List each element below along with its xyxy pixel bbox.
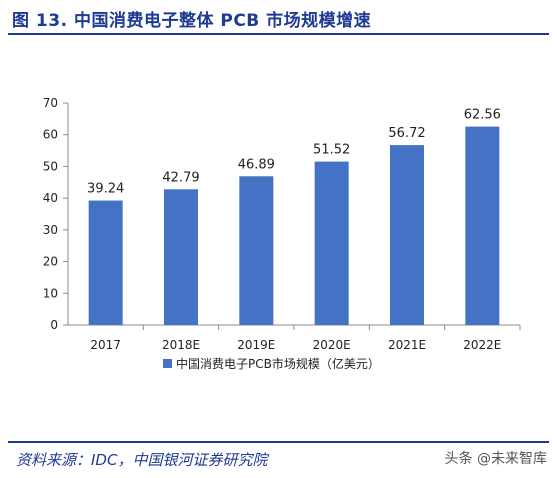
footer-rule — [8, 441, 549, 443]
data-label: 42.79 — [162, 170, 199, 185]
data-label: 62.56 — [464, 108, 501, 123]
bar-chart: 0 10 20 30 40 50 60 70 39.24 2017 42.79 2018E 46.89 2… — [43, 96, 521, 371]
y-tick-label: 10 — [43, 286, 58, 300]
data-label: 46.89 — [238, 157, 275, 172]
y-tick-label: 30 — [43, 223, 58, 237]
bar-2022E — [465, 126, 500, 325]
x-tick-label: 2018E — [162, 338, 200, 352]
bar-2017 — [88, 200, 123, 325]
watermark: 头条 @未来智库 — [444, 451, 547, 467]
bar-2018E — [164, 189, 198, 325]
data-label: 51.52 — [313, 143, 350, 158]
x-tick-label: 2017 — [90, 338, 121, 352]
bar-2019E — [239, 176, 274, 325]
figure-title: 图 13. 中国消费电子整体 PCB 市场规模增速 — [12, 11, 372, 31]
y-tick-label: 20 — [43, 255, 58, 269]
source-note: 资料来源：IDC，中国银河证券研究院 — [16, 451, 268, 469]
x-tick-label: 2021E — [388, 338, 426, 352]
title-rule — [8, 33, 549, 35]
bar-2020E — [314, 161, 349, 325]
legend-label: 中国消费电子PCB市场规模（亿美元） — [176, 356, 380, 371]
data-label: 39.24 — [87, 182, 124, 197]
x-tick-label: 2019E — [237, 338, 275, 352]
y-tick-label: 0 — [50, 318, 58, 332]
y-tick-label: 50 — [43, 159, 58, 173]
data-label: 56.72 — [388, 126, 425, 141]
legend-swatch — [163, 359, 172, 368]
bar-2021E — [390, 145, 424, 325]
y-tick-label: 70 — [43, 96, 58, 110]
x-tick-label: 2022E — [463, 338, 501, 352]
y-tick-label: 60 — [43, 128, 58, 142]
y-tick-label: 40 — [43, 191, 58, 205]
x-tick-label: 2020E — [313, 338, 351, 352]
